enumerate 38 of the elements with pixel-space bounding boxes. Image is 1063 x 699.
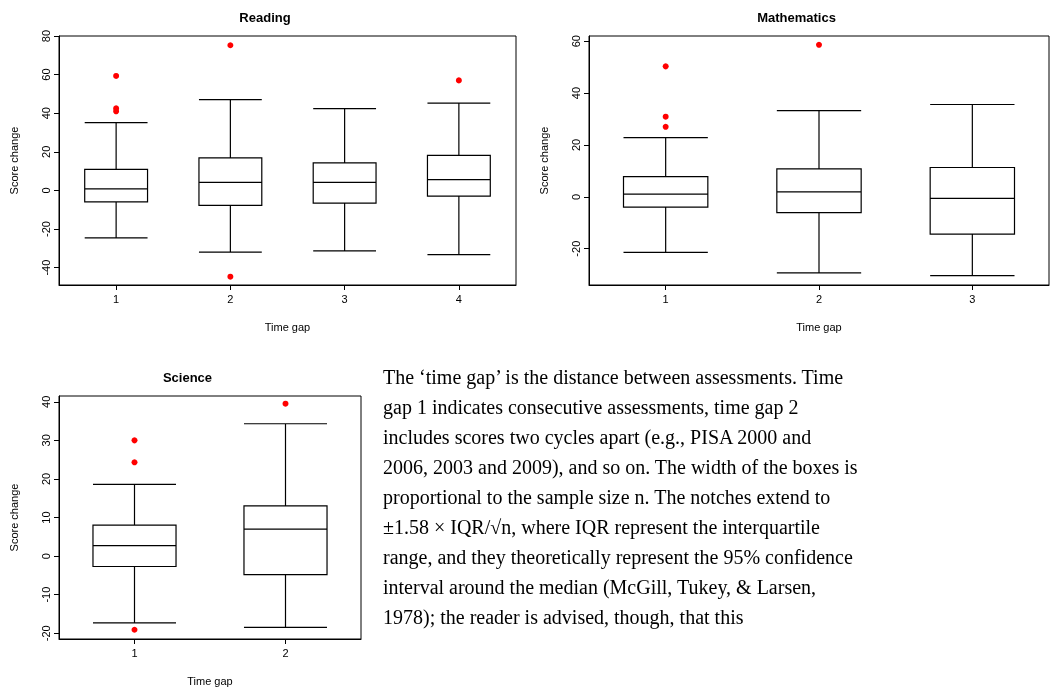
y-tick-label: 0 — [39, 553, 52, 560]
y-tick-label: 0 — [569, 193, 582, 200]
chart-title: Mathematics — [757, 10, 836, 25]
y-tick-label: -40 — [39, 259, 52, 276]
chart-title: Science — [162, 370, 213, 385]
y-tick-label: -20 — [569, 240, 582, 257]
x-axis-title: Time gap — [187, 674, 233, 687]
y-tick-label: 40 — [569, 86, 582, 100]
y-tick-label: 60 — [39, 68, 52, 81]
x-tick-label: 1 — [131, 646, 138, 659]
y-tick-label: -20 — [39, 221, 52, 237]
y-tick-label: 40 — [39, 107, 52, 120]
x-tick-label: 4 — [455, 292, 462, 305]
y-tick-label: 20 — [39, 145, 52, 158]
x-tick-label: 2 — [815, 292, 823, 305]
y-tick-label: 20 — [39, 472, 52, 486]
y-axis-title: Score change — [7, 126, 20, 195]
x-axis-title: Time gap — [796, 320, 842, 333]
y-axis-title: Score change — [537, 126, 550, 195]
y-tick-label: 0 — [39, 187, 52, 194]
y-axis-title: Score change — [7, 483, 20, 552]
x-tick-label: 2 — [282, 646, 289, 659]
x-tick-label: 3 — [969, 292, 976, 305]
x-tick-label: 3 — [341, 292, 348, 305]
x-tick-label: 2 — [227, 292, 234, 305]
y-tick-label: 30 — [39, 434, 52, 447]
y-tick-label: 10 — [39, 511, 52, 524]
x-tick-label: 1 — [662, 292, 669, 305]
text: The ‘time gap’ is the distance between assessments. Time gap 1 indicates consecutive assessments, time gap 2 includes scores two cycles apart (e.g., PISA 2000 and 2006, 2003 and 2009), and so on. The width of the boxes is proportional to the sample size n. The notches extend to ±1.58 × IQR/√n, where IQR represent the interquartile range, and they theoretically represent the 95% confidence interval around the median (McGill, Tukey, & Larsen, 1978); the reader is advised, though, that this — [383, 366, 858, 628]
y-tick-label: 80 — [39, 29, 52, 43]
y-tick-label: 20 — [569, 138, 582, 152]
y-tick-label: 60 — [569, 35, 582, 48]
chart-title: Reading — [239, 10, 291, 25]
y-tick-label: 40 — [39, 395, 52, 408]
y-tick-label: -20 — [39, 625, 52, 642]
y-tick-label: -10 — [39, 586, 52, 603]
x-tick-label: 1 — [113, 292, 120, 305]
x-axis-title: Time gap — [264, 320, 311, 333]
